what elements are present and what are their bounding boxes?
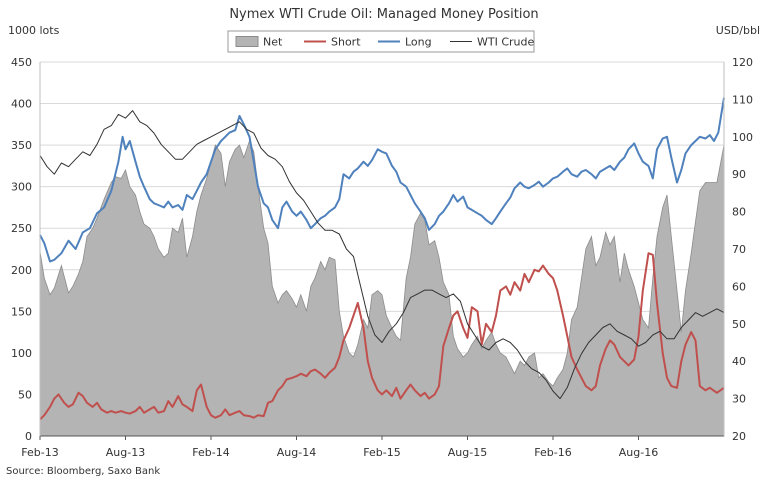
left-tick-label: 200 — [11, 264, 32, 277]
x-tick-label: Aug-15 — [448, 446, 487, 459]
right-axis-unit-label: USD/bbl — [716, 24, 760, 37]
right-tick-label: 30 — [732, 393, 746, 406]
source-note: Source: Bloomberg, Saxo Bank — [6, 466, 160, 477]
x-tick-label: Feb-16 — [534, 446, 571, 459]
legend-label: Short — [331, 36, 361, 49]
x-tick-label: Feb-15 — [363, 446, 400, 459]
right-tick-label: 80 — [732, 206, 746, 219]
legend-label: Long — [405, 36, 432, 49]
series-line-long — [39, 97, 725, 263]
left-tick-label: 450 — [11, 56, 32, 69]
legend-label: WTI Crude — [477, 36, 534, 49]
x-tick-label: Aug-13 — [106, 446, 145, 459]
right-tick-label: 20 — [732, 430, 746, 443]
left-tick-label: 400 — [11, 98, 32, 111]
plot-area — [39, 97, 725, 437]
left-tick-label: 50 — [18, 388, 32, 401]
left-tick-label: 100 — [11, 347, 32, 360]
left-tick-label: 250 — [11, 222, 32, 235]
right-tick-label: 70 — [732, 243, 746, 256]
legend: Net Short Long WTI Crude — [227, 30, 535, 53]
left-tick-label: 300 — [11, 181, 32, 194]
right-tick-label: 40 — [732, 355, 746, 368]
legend-label: Net — [263, 36, 283, 49]
legend-swatch — [235, 36, 259, 47]
x-tick-label: Feb-14 — [192, 446, 229, 459]
chart-title: Nymex WTI Crude Oil: Managed Money Posit… — [229, 7, 538, 22]
right-tick-label: 110 — [732, 93, 753, 106]
series-area-net — [39, 139, 725, 437]
right-tick-label: 60 — [732, 280, 746, 293]
right-tick-label: 100 — [732, 131, 753, 144]
axes: 0 50 100 150 200 250 300 350 400 450 20 30 40 50 60 70 8… — [11, 56, 753, 459]
right-tick-label: 90 — [732, 168, 746, 181]
left-tick-label: 350 — [11, 139, 32, 152]
series-line-wti-crude — [39, 110, 725, 400]
right-tick-label: 120 — [732, 56, 753, 69]
left-tick-label: 0 — [25, 430, 32, 443]
left-axis-unit-label: 1000 lots — [8, 24, 60, 37]
x-tick-label: Aug-16 — [619, 446, 658, 459]
right-tick-label: 50 — [732, 318, 746, 331]
series-line-short — [39, 252, 725, 421]
x-tick-label: Aug-14 — [277, 446, 316, 459]
left-tick-label: 150 — [11, 305, 32, 318]
x-tick-label: Feb-13 — [21, 446, 58, 459]
